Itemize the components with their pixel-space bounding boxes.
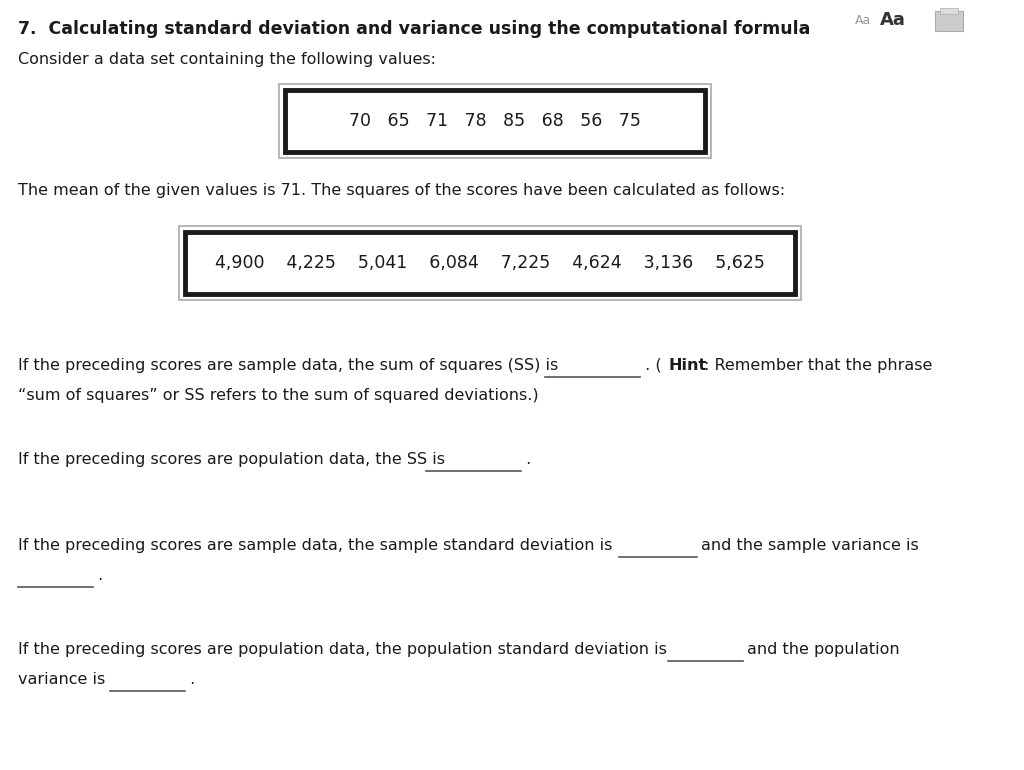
Text: . (: . (	[640, 358, 662, 373]
Text: The mean of the given values is 71. The squares of the scores have been calculat: The mean of the given values is 71. The …	[18, 183, 785, 198]
Text: If the preceding scores are population data, the SS is: If the preceding scores are population d…	[18, 452, 445, 467]
Bar	[279, 84, 711, 158]
Text: and the population: and the population	[746, 642, 900, 657]
Bar	[935, 11, 963, 31]
Text: If the preceding scores are sample data, the sum of squares (SS) is: If the preceding scores are sample data,…	[18, 358, 558, 373]
Text: If the preceding scores are population data, the population standard deviation i: If the preceding scores are population d…	[18, 642, 667, 657]
Text: variance is: variance is	[18, 672, 105, 687]
Text: .: .	[93, 568, 103, 583]
Bar	[179, 226, 801, 300]
Text: 4,900    4,225    5,041    6,084    7,225    4,624    3,136    5,625: 4,900 4,225 5,041 6,084 7,225 4,624 3,13…	[215, 254, 765, 272]
Text: 7.  Calculating standard deviation and variance using the computational formula: 7. Calculating standard deviation and va…	[18, 20, 810, 38]
Text: 70   65   71   78   85   68   56   75: 70 65 71 78 85 68 56 75	[349, 112, 641, 130]
Text: : Remember that the phrase: : Remember that the phrase	[705, 358, 933, 373]
Bar	[185, 232, 795, 294]
Text: “sum of squares” or SS refers to the sum of squared deviations.): “sum of squares” or SS refers to the sum…	[18, 388, 539, 403]
Text: .: .	[521, 452, 531, 467]
Bar	[285, 90, 705, 152]
Text: Aa: Aa	[855, 14, 871, 27]
Text: .: .	[185, 672, 196, 687]
Text: and the sample variance is: and the sample variance is	[701, 538, 919, 553]
Bar	[940, 8, 958, 14]
Text: Consider a data set containing the following values:: Consider a data set containing the follo…	[18, 52, 436, 67]
Text: If the preceding scores are sample data, the sample standard deviation is: If the preceding scores are sample data,…	[18, 538, 612, 553]
Text: Hint: Hint	[668, 358, 707, 373]
Text: Aa: Aa	[880, 11, 906, 29]
